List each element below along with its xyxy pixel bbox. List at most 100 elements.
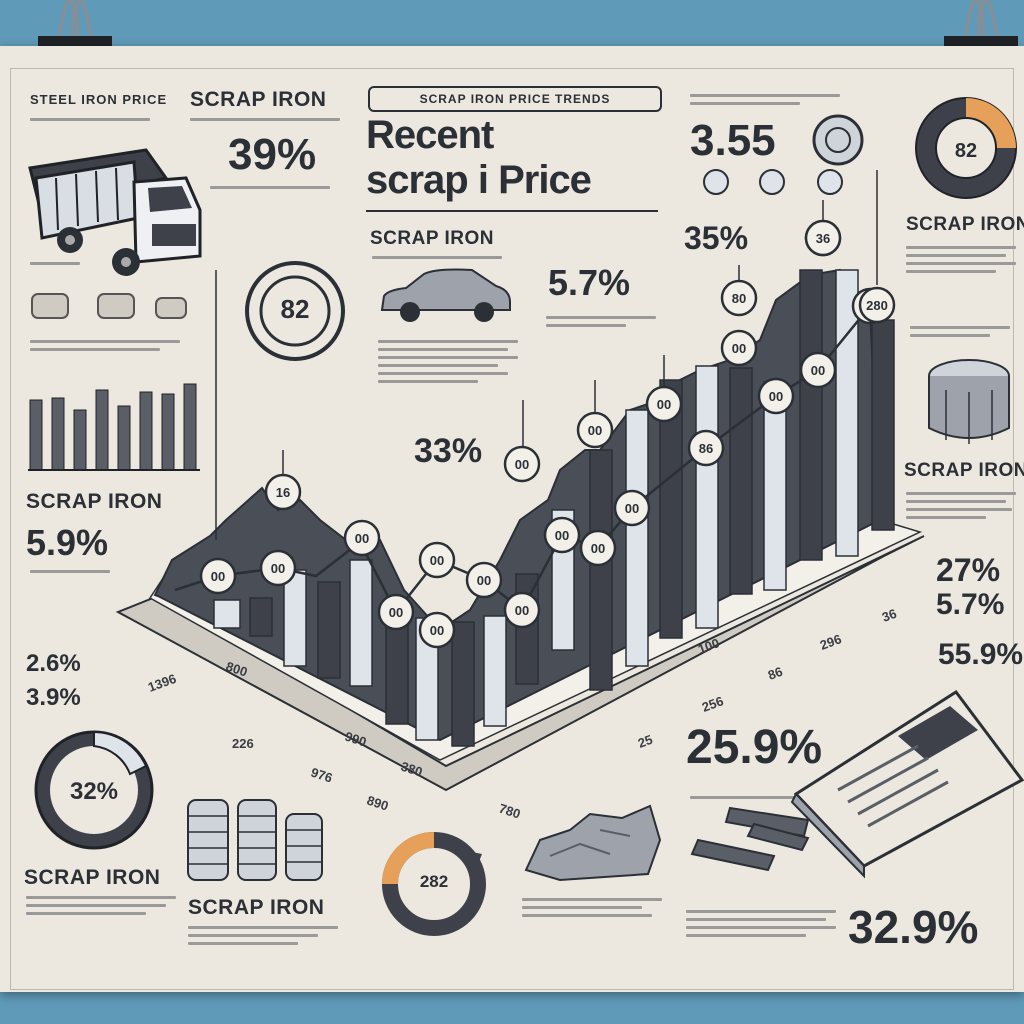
axis-label: 36 <box>880 606 899 625</box>
chart-bubble-label: 00 <box>271 561 285 576</box>
chart-bubble: 00 <box>418 541 456 579</box>
stat-2-6: 2.6% <box>26 650 81 677</box>
text-lines <box>906 492 1016 524</box>
text-lines <box>372 256 512 264</box>
chart-bubble: 00 <box>199 557 237 595</box>
coin-icons <box>703 114 864 195</box>
chart-bubble: 00 <box>503 445 541 483</box>
chart-bubble: 80 <box>720 279 758 317</box>
donut-right-value: 82 <box>954 140 978 162</box>
chart-bubble-label: 00 <box>515 457 529 472</box>
chart-bar <box>249 597 273 637</box>
axis-label: 1396 <box>146 671 178 695</box>
top-left-label: STEEL IRON PRICE <box>30 92 168 107</box>
badge-82: 82 <box>280 294 310 324</box>
donut-chart <box>34 730 154 850</box>
title-line-1: Recent <box>366 113 494 157</box>
axis-label: 800 <box>224 659 249 680</box>
text-lines <box>906 246 1016 278</box>
chart-bar <box>515 573 539 685</box>
coin-stack-icon <box>187 799 323 881</box>
heading-scrap-iron-1: SCRAP IRON <box>190 88 327 111</box>
chart-bubble: 00 <box>799 351 837 389</box>
axis-label: 296 <box>818 631 844 653</box>
stat-32-9: 32.9% <box>848 901 979 953</box>
chart-bubble: 00 <box>418 611 456 649</box>
barrel-icon <box>928 359 1010 444</box>
axis-label: 890 <box>365 793 390 814</box>
chart-bubble: 00 <box>645 385 683 423</box>
chart-bubble-label: 00 <box>515 603 529 618</box>
chart-bubble-label: 00 <box>211 569 225 584</box>
chart-bar <box>695 365 719 629</box>
heading-scrap-iron-3: SCRAP IRON <box>24 866 161 889</box>
stat-3-55: 3.55 <box>690 116 776 165</box>
chart-bar <box>283 569 307 667</box>
text-lines <box>26 896 176 920</box>
chart-bar <box>213 599 241 629</box>
chart-bar <box>589 449 613 691</box>
stat-35: 35% <box>684 220 749 256</box>
chart-bubble-label: 00 <box>588 423 602 438</box>
heading-scrap-iron-car: SCRAP IRON <box>370 228 494 249</box>
chart-bubble: 00 <box>343 519 381 557</box>
stat-3-9: 3.9% <box>26 684 81 711</box>
stat-5-7b: 5.7% <box>936 588 1005 621</box>
axis-label: 380 <box>399 759 424 780</box>
title-rule <box>366 210 658 212</box>
heading-scrap-iron-2: SCRAP IRON <box>26 490 163 513</box>
heading-scrap-iron-right-1: SCRAP IRON <box>906 214 1024 235</box>
scrap-pile-icon <box>524 804 662 882</box>
chart-bubble: 00 <box>377 593 415 631</box>
text-lines <box>30 570 110 578</box>
stat-55-9: 55.9% <box>938 638 1024 671</box>
chart-bar <box>349 559 373 687</box>
chart-bubble: 00 <box>579 529 617 567</box>
chart-bar <box>659 379 683 639</box>
title-line-2: scrap i Price <box>366 158 592 202</box>
heading-scrap-iron-right-2: SCRAP IRON <box>904 460 1024 481</box>
text-lines <box>546 316 656 332</box>
axis-label: 226 <box>232 736 254 751</box>
text-lines <box>210 186 340 194</box>
chart-bubble-label: 00 <box>732 341 746 356</box>
text-lines <box>690 796 810 804</box>
chart-bar <box>729 367 753 595</box>
axis-label: 25 <box>636 732 655 751</box>
chart-bubble-label: 00 <box>477 573 491 588</box>
chart-bubble-label: 36 <box>816 231 830 246</box>
chart-bar <box>483 615 507 727</box>
stat-25-9: 25.9% <box>686 721 823 774</box>
chart-bubble-label: 00 <box>389 605 403 620</box>
axis-label: 990 <box>343 729 368 750</box>
chart-bar <box>451 621 475 747</box>
chart-bubble: 00 <box>503 591 541 629</box>
chart-bubble: 86 <box>687 429 725 467</box>
chart-bubble: 280 <box>858 286 896 324</box>
cycle-arrows-icon <box>382 832 486 936</box>
donut-32: 32% <box>69 778 119 805</box>
text-lines <box>30 262 90 270</box>
header-banner: SCRAP IRON PRICE TRENDS <box>368 86 662 112</box>
axis-label: 256 <box>700 693 726 715</box>
text-lines <box>30 340 190 356</box>
stat-5-7: 5.7% <box>548 262 631 303</box>
badge-circle <box>245 261 345 361</box>
mini-bar-chart <box>28 383 200 471</box>
axis-label: 976 <box>309 765 334 786</box>
axis-label: 86 <box>766 664 785 683</box>
chart-bubble-label: 00 <box>657 397 671 412</box>
chart-bubble: 00 <box>757 377 795 415</box>
text-lines <box>188 926 338 950</box>
text-lines <box>690 94 840 110</box>
chart-bubble: 36 <box>804 219 842 257</box>
text-lines <box>522 898 662 922</box>
car-icon <box>380 268 511 322</box>
stat-27: 27% <box>936 552 1001 588</box>
chart-bubble-label: 00 <box>625 501 639 516</box>
text-lines <box>378 340 518 388</box>
axis-label: 100 <box>696 635 722 657</box>
metal-icons <box>31 293 187 319</box>
chart-bar <box>799 269 823 561</box>
chart-bubble: 00 <box>259 549 297 587</box>
